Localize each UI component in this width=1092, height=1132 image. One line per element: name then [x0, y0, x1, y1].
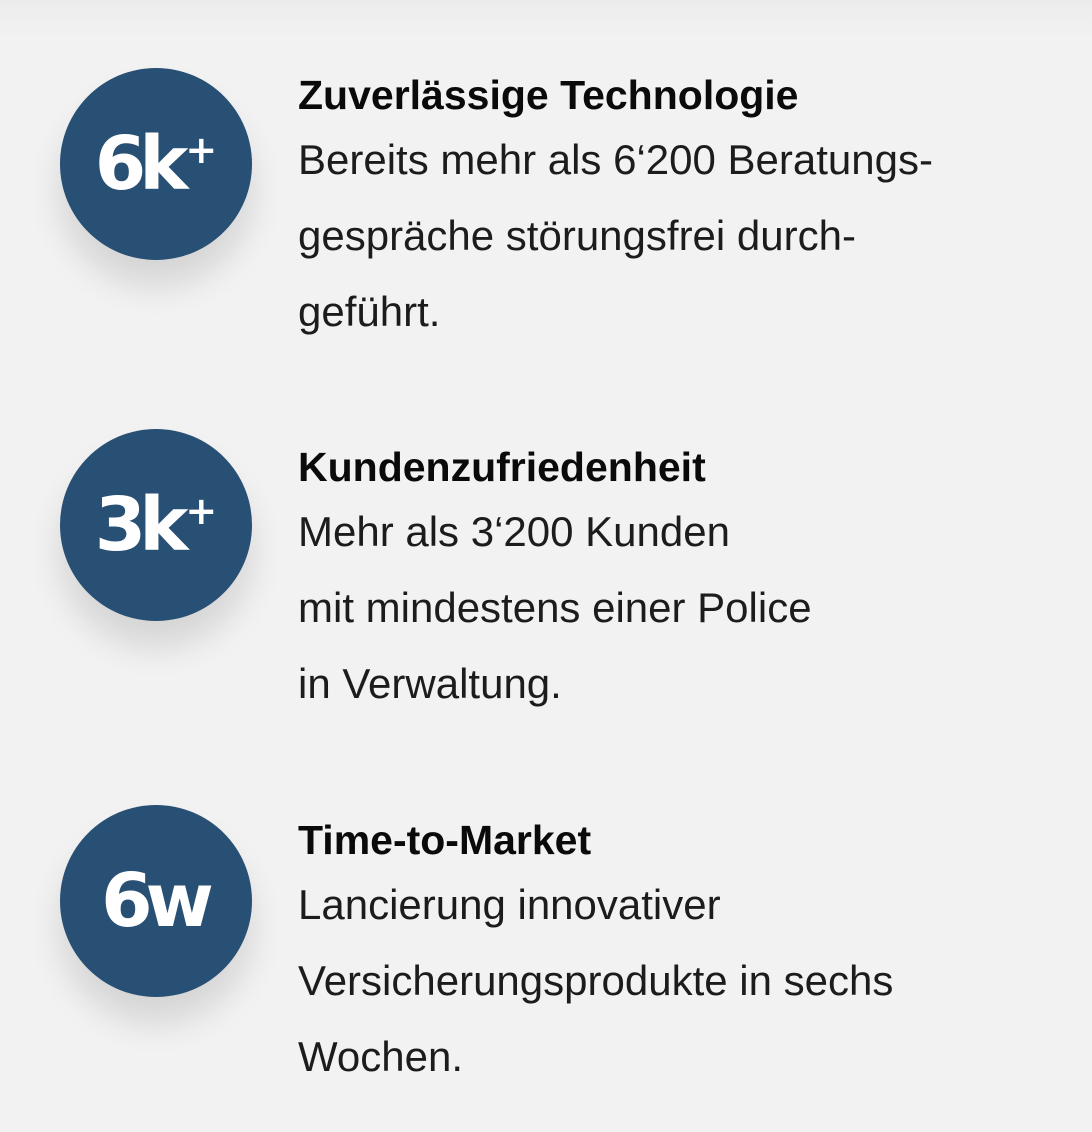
badge-plus: + — [185, 489, 218, 533]
badge-value: 6w — [101, 858, 214, 944]
badge-plus: + — [185, 128, 218, 172]
stat-description-line: geführt. — [298, 288, 441, 335]
stat-title: Kundenzufriedenheit — [298, 444, 706, 490]
stat-text: Kundenzufriedenheit Mehr als 3‘200 Kunde… — [298, 440, 1058, 722]
stat-description-line: Mehr als 3‘200 Kunden — [298, 508, 730, 555]
badge-value: 6k + — [95, 127, 218, 201]
stat-badge: 6w — [60, 805, 252, 997]
stat-description-line: Versicherungsprodukte in sechs — [298, 957, 894, 1004]
badge-number: 3k — [94, 482, 189, 568]
stat-description-line: gespräche störungsfrei durch- — [298, 212, 856, 259]
badge-number: 6k — [94, 121, 189, 207]
stat-description-line: mit mindestens einer Police — [298, 584, 812, 631]
stat-description-line: in Verwaltung. — [298, 660, 562, 707]
stat-title: Zuverlässige Technologie — [298, 72, 799, 118]
badge-value: 3k + — [95, 488, 218, 562]
stat-description-line: Bereits mehr als 6‘200 Beratungs- — [298, 136, 933, 183]
stat-title: Time-to-Market — [298, 817, 592, 863]
stat-description-line: Wochen. — [298, 1033, 463, 1080]
stat-text: Zuverlässige Technologie Bereits mehr al… — [298, 68, 1058, 350]
stat-badge: 3k + — [60, 429, 252, 621]
stat-badge: 6k + — [60, 68, 252, 260]
top-shadow — [0, 0, 1092, 40]
stat-text: Time-to-Market Lancierung innovativer Ve… — [298, 813, 1058, 1095]
stat-description-line: Lancierung innovativer — [298, 881, 721, 928]
badge-number: 6w — [101, 858, 214, 944]
